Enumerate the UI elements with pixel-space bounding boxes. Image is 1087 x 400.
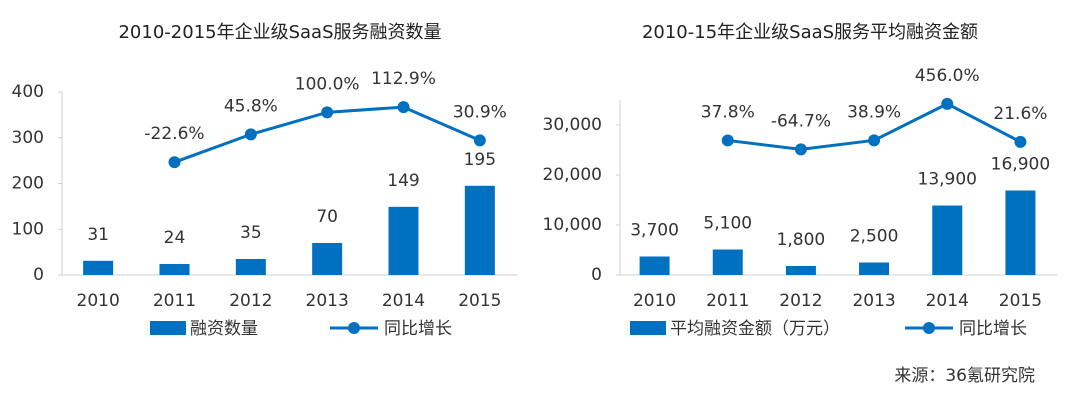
line-value-label: 456.0%: [915, 66, 980, 86]
bar-value-label: 2,500: [850, 227, 899, 247]
legend-label: 融资数量: [190, 319, 258, 339]
line-point: [244, 128, 257, 141]
y-tick-label: 0: [591, 265, 602, 285]
line-point: [794, 143, 807, 156]
line-value-label: -64.7%: [771, 111, 831, 131]
y-tick-label: 200: [12, 174, 44, 194]
line-value-label: -22.6%: [144, 124, 204, 144]
legend-marker: [923, 322, 935, 334]
bar-value-label: 70: [316, 207, 338, 227]
line-value-label: 38.9%: [847, 102, 901, 122]
y-tick-label: 100: [12, 219, 44, 239]
legend-marker: [348, 322, 360, 334]
legend-label: 同比增长: [384, 319, 452, 339]
x-tick-label: 2013: [852, 291, 895, 311]
legend-swatch: [630, 321, 666, 335]
y-tick-label: 30,000: [543, 115, 602, 135]
line-point: [868, 134, 881, 147]
bar-value-label: 1,800: [777, 230, 826, 250]
x-tick-label: 2010: [633, 291, 676, 311]
y-tick-label: 0: [33, 265, 44, 285]
bar: [859, 262, 890, 275]
line-value-label: 21.6%: [993, 104, 1047, 124]
bar: [464, 185, 495, 275]
legend-swatch: [150, 321, 186, 335]
chart-title: 2010-2015年企业级SaaS服务融资数量: [118, 22, 441, 43]
x-tick-label: 2011: [706, 291, 749, 311]
bar-value-label: 5,100: [703, 214, 752, 234]
line-point: [168, 156, 181, 169]
x-tick-label: 2011: [153, 291, 196, 311]
x-tick-label: 2015: [999, 291, 1042, 311]
legend-label: 平均融资金额（万元）: [670, 319, 840, 339]
line-point: [1014, 135, 1027, 148]
bar: [639, 256, 670, 275]
bar: [932, 205, 963, 275]
bar-value-label: 24: [164, 228, 186, 248]
x-tick-label: 2015: [458, 291, 501, 311]
chart-title: 2010-15年企业级SaaS服务平均融资金额: [642, 22, 978, 43]
bar: [159, 264, 190, 275]
bar: [785, 266, 816, 275]
bar-value-label: 149: [387, 171, 419, 191]
bar-value-label: 35: [240, 223, 262, 243]
bar: [388, 206, 419, 275]
x-tick-label: 2013: [306, 291, 349, 311]
bar-value-label: 13,900: [918, 170, 977, 190]
line-value-label: 30.9%: [453, 102, 507, 122]
bar-value-label: 16,900: [991, 155, 1050, 175]
bar: [83, 260, 114, 275]
line-point: [721, 134, 734, 147]
x-tick-label: 2012: [229, 291, 272, 311]
x-tick-label: 2014: [382, 291, 425, 311]
x-tick-label: 2014: [926, 291, 969, 311]
bar: [712, 249, 743, 275]
y-tick-label: 20,000: [543, 165, 602, 185]
y-tick-label: 400: [12, 82, 44, 102]
bar: [312, 242, 343, 275]
line-point: [941, 97, 954, 110]
bar: [235, 258, 266, 275]
line-value-label: 37.8%: [701, 102, 755, 122]
x-tick-label: 2012: [779, 291, 822, 311]
bar-value-label: 3,700: [630, 221, 679, 241]
line-value-label: 100.0%: [295, 74, 360, 94]
y-tick-label: 10,000: [543, 215, 602, 235]
line-point: [321, 106, 334, 119]
line-point: [397, 101, 410, 114]
bar: [1005, 190, 1036, 275]
bar-value-label: 195: [464, 150, 496, 170]
x-tick-label: 2010: [77, 291, 120, 311]
line-point: [473, 134, 486, 147]
line-value-label: 112.9%: [371, 69, 436, 89]
legend-label: 同比增长: [959, 319, 1027, 339]
bar-value-label: 31: [87, 225, 109, 245]
y-tick-label: 300: [12, 128, 44, 148]
line-value-label: 45.8%: [224, 96, 278, 116]
source-note: 来源：36氪研究院: [894, 366, 1035, 386]
